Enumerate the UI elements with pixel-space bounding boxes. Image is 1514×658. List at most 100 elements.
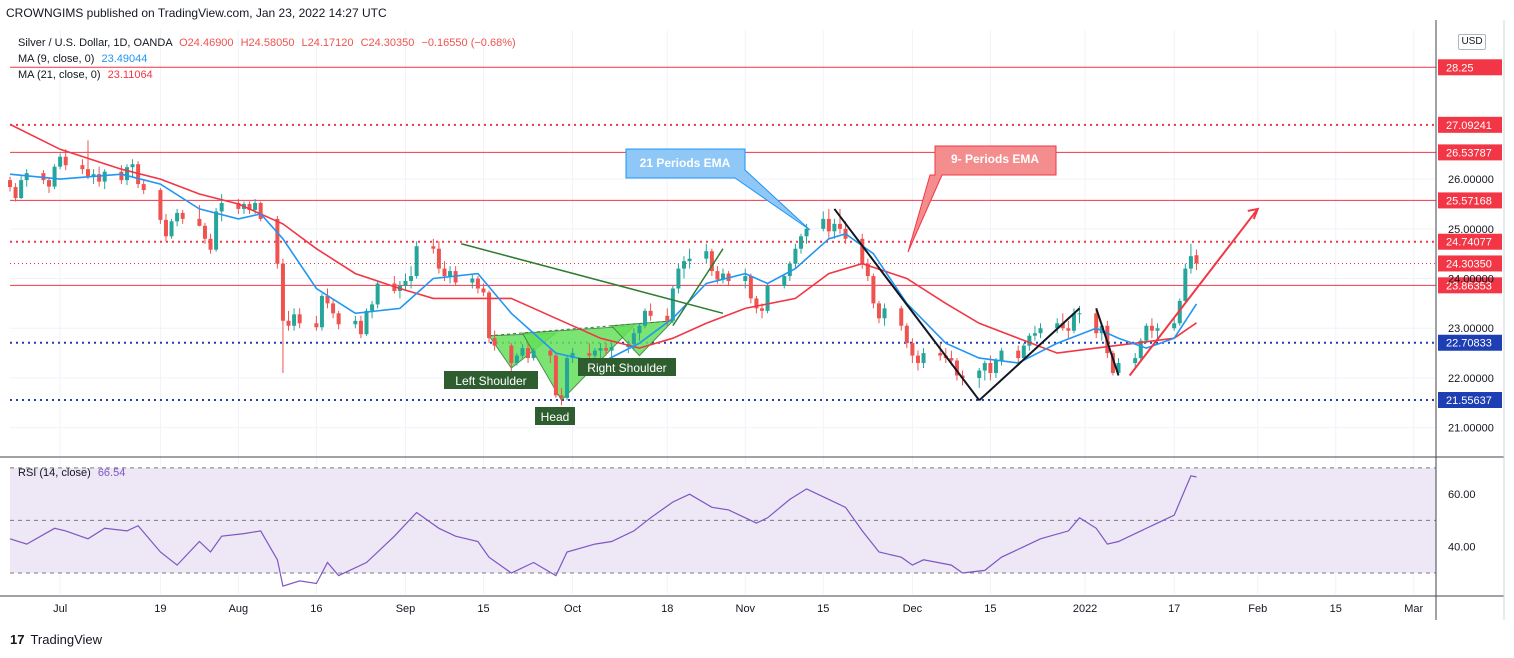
rsi-tick-label: 40.00 (1448, 542, 1476, 554)
candle-body (704, 251, 709, 259)
y-tick-label: 22.00000 (1448, 373, 1494, 385)
x-tick-label: Jul (53, 603, 67, 615)
candle-body (197, 218, 202, 226)
candle-body (587, 353, 592, 356)
candle-body (325, 295, 330, 304)
candle-body (202, 225, 207, 239)
candle-body (876, 303, 881, 319)
candle-body (999, 350, 1004, 361)
candle-body (687, 258, 692, 262)
price-level-tag (1438, 116, 1502, 133)
candle-body (175, 212, 180, 222)
right-shoulder-label: Right Shoulder (587, 361, 666, 375)
candle-body (682, 261, 687, 269)
candle-body (448, 271, 453, 277)
candle-body (319, 295, 324, 328)
candle-body (214, 211, 219, 250)
candle-body (921, 353, 926, 364)
legend-ma21-label: MA (21, close, 0) (18, 69, 101, 81)
candle-body (1133, 358, 1138, 364)
left-shoulder-label: Left Shoulder (455, 374, 526, 388)
tradingview-logo-icon: 17 (10, 632, 25, 647)
candle-body (954, 360, 959, 376)
candle-body (982, 363, 987, 371)
candle-body (336, 313, 341, 325)
candles (8, 140, 1199, 406)
label-right-shoulder: Right Shoulder (578, 358, 676, 376)
x-tick-label: 15 (984, 603, 996, 615)
x-tick-label: Mar (1404, 603, 1423, 615)
candle-body (124, 167, 129, 181)
candle-body (1066, 328, 1071, 331)
tradingview-logo[interactable]: 17 TradingView (10, 632, 102, 647)
moving-averages (9, 123, 1198, 364)
candle-body (715, 271, 720, 280)
candle-body (832, 223, 837, 232)
candle-body (286, 320, 291, 326)
legend-ma9: MA (9, close, 0) 23.49044 (18, 53, 147, 65)
candle-body (1016, 350, 1021, 359)
candle-body (409, 276, 414, 282)
neckline (489, 320, 673, 337)
candle-body (748, 276, 753, 299)
candle-body (63, 156, 68, 166)
candle-body (598, 348, 603, 351)
candle-body (481, 288, 486, 293)
x-tick-label: 15 (477, 603, 489, 615)
y-tick-label: 21.00000 (1448, 423, 1494, 435)
currency-badge[interactable]: USD (1458, 34, 1486, 50)
candle-body (13, 187, 18, 199)
candle-body (570, 353, 575, 359)
candle-body (821, 218, 826, 229)
price-level-label: 22.70833 (1446, 338, 1492, 350)
candle-body (1094, 313, 1099, 334)
candle-body (1099, 325, 1104, 334)
candle-body (609, 347, 614, 351)
candle-body (219, 202, 224, 212)
legend-rsi: RSI (14, close) 66.54 (18, 467, 125, 479)
price-levels: 28.25 27.09241 26.53787 25.57168 24.74077 24.… (10, 59, 1502, 409)
candle-body (531, 350, 536, 359)
candle-body (1032, 333, 1037, 336)
candle-body (1021, 345, 1026, 359)
candle-body (1060, 323, 1065, 329)
candle-body (548, 350, 553, 356)
candle-body (882, 308, 887, 319)
candle-body (977, 370, 982, 378)
candle-body (1172, 323, 1177, 329)
candle-body (375, 283, 380, 305)
candle-body (754, 298, 759, 309)
candle-body (169, 221, 174, 237)
candle-body (670, 288, 675, 321)
candle-body (487, 292, 492, 339)
candle-body (804, 228, 809, 237)
candle-body (559, 395, 564, 398)
axes: Jul 19 Aug 16 Sep 15 Oct 18 Nov 15 Dec 15 2022 17 Feb 1… (0, 20, 1505, 620)
price-level-label: 21.55637 (1446, 395, 1492, 407)
x-tick-label: 15 (1330, 603, 1342, 615)
legend-rsi-value: 66.54 (97, 467, 126, 479)
callout-21-ema-label: 21 Periods EMA (640, 156, 731, 170)
callout-21-ema: 21 Periods EMA (625, 148, 811, 231)
candle-body (1138, 340, 1143, 359)
candle-body (102, 171, 107, 182)
candle-body (431, 246, 436, 249)
candle-body (130, 164, 135, 168)
candle-body (837, 223, 842, 229)
candle-body (743, 276, 748, 282)
candle-body (765, 285, 770, 311)
candle-body (1144, 325, 1149, 341)
candle-body (314, 323, 319, 328)
candle-body (1071, 313, 1076, 331)
candle-body (8, 180, 12, 188)
candle-body (798, 236, 803, 249)
legend-change: −0.16550 (−0.68%) (421, 37, 516, 49)
tradingview-brand: TradingView (30, 632, 103, 647)
candle-body (208, 238, 213, 250)
candle-body (520, 348, 525, 356)
candle-body (470, 278, 475, 283)
candle-body (915, 355, 920, 364)
price-level-label: 24.74077 (1446, 237, 1492, 249)
price-level-tag (1438, 144, 1502, 161)
